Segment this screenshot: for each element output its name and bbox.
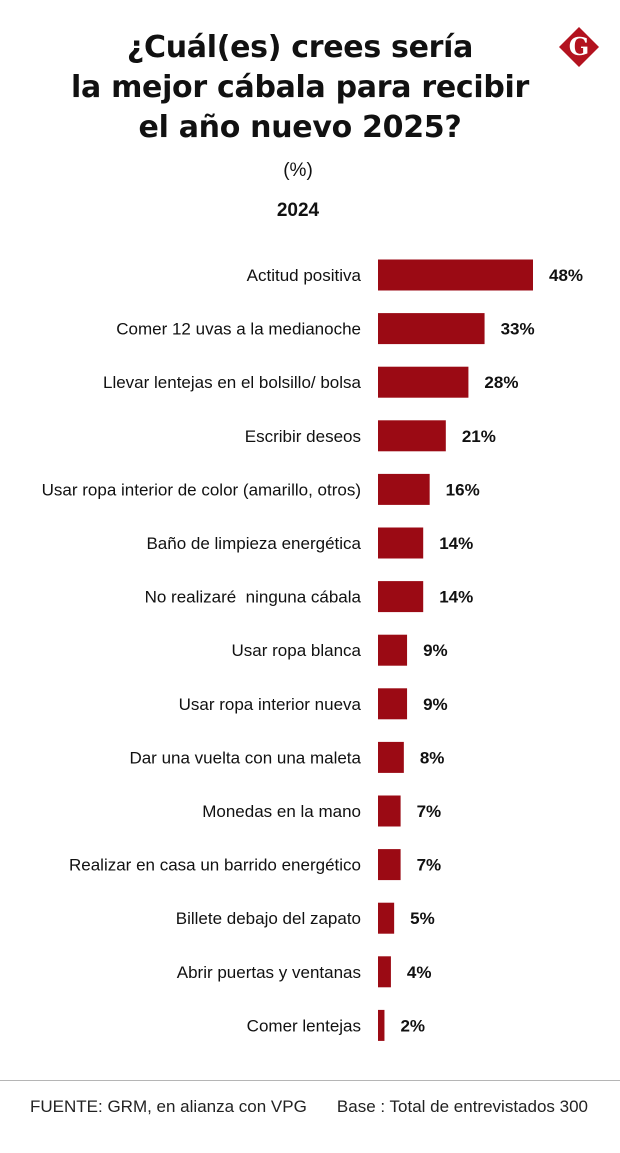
value-label: 33% xyxy=(501,320,535,339)
value-label: 2% xyxy=(400,1016,425,1035)
value-label: 28% xyxy=(484,373,518,392)
footer-divider xyxy=(0,1080,620,1081)
bar xyxy=(378,741,404,773)
category-label: Baño de limpieza energética xyxy=(146,534,361,553)
chart-title: ¿Cuál(es) crees sería la mejor cábala pa… xyxy=(60,28,540,148)
gestion-logo: G xyxy=(559,27,599,67)
category-label: Usar ropa interior nueva xyxy=(179,695,362,714)
logo-letter: G xyxy=(569,32,590,61)
bar xyxy=(378,313,485,345)
category-label: Llevar lentejas en el bolsillo/ bolsa xyxy=(103,373,362,392)
bar xyxy=(378,420,446,452)
bar-chart: Actitud positiva 48% Comer 12 uvas a la me… xyxy=(42,259,583,1041)
bar xyxy=(378,688,408,720)
category-label: Billete debajo del zapato xyxy=(176,909,361,928)
category-label: Usar ropa interior de color (amarillo, o… xyxy=(42,480,361,499)
bar xyxy=(378,634,408,666)
bar xyxy=(378,1009,385,1041)
category-label: Monedas en la mano xyxy=(202,802,361,821)
category-label: Usar ropa blanca xyxy=(232,641,362,660)
value-label: 21% xyxy=(462,427,496,446)
title-line-3: el año nuevo 2025? xyxy=(138,110,462,145)
bar xyxy=(378,956,391,988)
bar xyxy=(378,795,401,827)
unit-label: (%) xyxy=(283,160,313,181)
category-label: Comer lentejas xyxy=(247,1016,361,1035)
bar xyxy=(378,473,430,505)
title-line-1: ¿Cuál(es) crees sería xyxy=(126,30,474,65)
value-label: 7% xyxy=(417,856,442,875)
category-label: Dar una vuelta con una maleta xyxy=(129,748,361,767)
bar xyxy=(378,527,424,559)
category-label: Comer 12 uvas a la medianoche xyxy=(116,320,361,339)
value-label: 5% xyxy=(410,909,435,928)
value-label: 14% xyxy=(439,588,473,607)
value-label: 8% xyxy=(420,748,445,767)
value-label: 16% xyxy=(446,480,480,499)
category-label: Actitud positiva xyxy=(247,266,362,285)
bar xyxy=(378,581,424,613)
value-label: 9% xyxy=(423,695,448,714)
base-note: Base : Total de entrevistados 300 xyxy=(336,1097,588,1116)
value-label: 4% xyxy=(407,963,432,982)
value-label: 9% xyxy=(423,641,448,660)
category-label: Abrir puertas y ventanas xyxy=(177,963,361,982)
category-label: Realizar en casa un barrido energético xyxy=(69,856,361,875)
bar xyxy=(378,259,533,291)
category-label: No realizaré ninguna cábala xyxy=(145,588,362,607)
bar xyxy=(378,849,401,881)
bar xyxy=(378,366,469,398)
year-label: 2024 xyxy=(276,200,320,221)
logo-diamond xyxy=(559,27,599,67)
title-line-2: la mejor cábala para recibir xyxy=(71,70,529,105)
value-label: 7% xyxy=(417,802,442,821)
value-label: 14% xyxy=(439,534,473,553)
value-label: 48% xyxy=(549,266,583,285)
bar xyxy=(378,902,395,934)
category-label: Escribir deseos xyxy=(245,427,361,446)
source-note: FUENTE: GRM, en alianza con VPG xyxy=(30,1097,307,1116)
